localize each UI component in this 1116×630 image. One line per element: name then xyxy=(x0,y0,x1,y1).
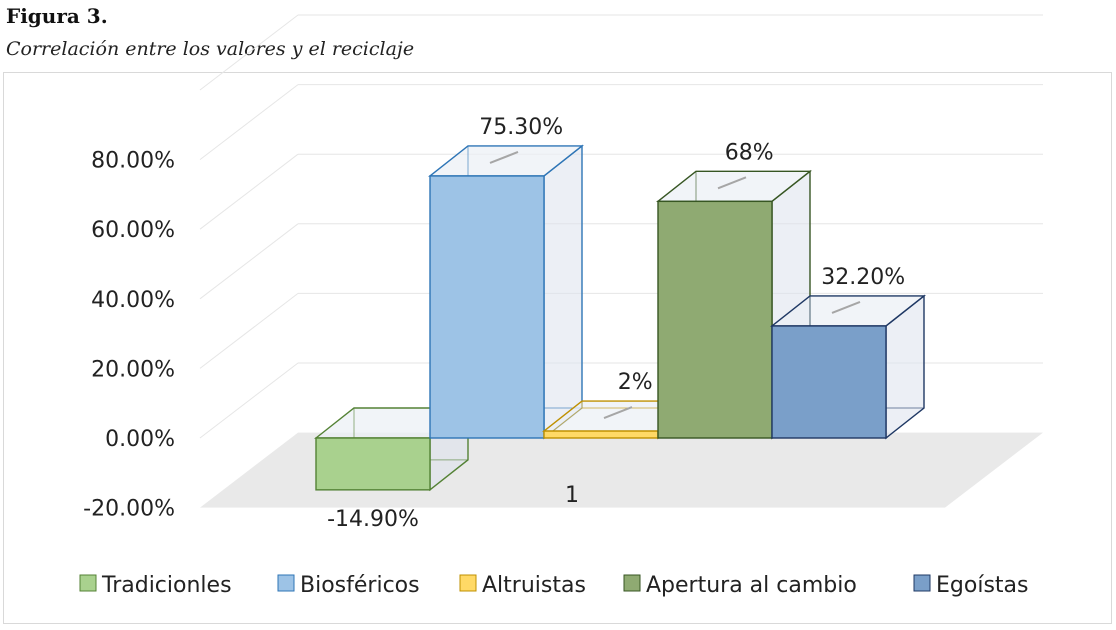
bar-front-face xyxy=(429,175,545,439)
y-tick-label: 20.00% xyxy=(91,357,175,382)
leader-line xyxy=(831,301,861,314)
legend-item: Egoístas xyxy=(913,573,1028,598)
bar-5 xyxy=(769,294,927,440)
legend-swatch xyxy=(277,574,295,592)
y-tick-label: 0.00% xyxy=(105,427,175,452)
y-tick-label: -20.00% xyxy=(83,497,175,522)
gridline-diagonal xyxy=(199,84,299,160)
bar-front-face xyxy=(543,430,659,439)
data-labels: -14.90% 75.30% 2% 68% 32.20% 1 xyxy=(327,115,905,532)
legend-swatch xyxy=(79,574,97,592)
legend-swatch xyxy=(459,574,477,592)
data-label: 75.30% xyxy=(479,115,563,140)
legend-label: Apertura al cambio xyxy=(646,573,857,598)
category-label: 1 xyxy=(565,483,579,508)
leader-line xyxy=(489,151,519,164)
legend-item: Altruistas xyxy=(459,573,586,598)
data-label: 32.20% xyxy=(821,265,905,290)
legend-item: Apertura al cambio xyxy=(623,573,857,598)
legend-item: Tradicionles xyxy=(79,573,232,598)
bars xyxy=(313,144,927,492)
gridline-diagonal xyxy=(199,153,299,230)
legend-label: Tradicionles xyxy=(101,573,232,598)
bar-front-face xyxy=(315,437,431,491)
y-tick-label: 40.00% xyxy=(91,288,175,313)
figure-label: Figura 3. xyxy=(6,4,108,28)
legend: Tradicionles Biosféricos Altruistas Apertur… xyxy=(79,573,1028,598)
data-label: 2% xyxy=(618,370,653,395)
gridline-diagonal xyxy=(199,223,299,300)
gridline-diagonal xyxy=(199,293,299,369)
y-axis: 80.00% 60.00% 40.00% 20.00% 0.00% -20.00% xyxy=(83,149,175,522)
gridline-diagonal xyxy=(199,362,299,439)
legend-swatch xyxy=(913,574,931,592)
y-tick-label: 80.00% xyxy=(91,149,175,174)
figure-caption: Correlación entre los valores y el recic… xyxy=(6,38,415,60)
bar-2 xyxy=(427,144,585,440)
bar-side-face xyxy=(543,144,583,440)
gridline-diagonal xyxy=(199,14,299,91)
legend-label: Biosféricos xyxy=(300,573,420,598)
data-label: -14.90% xyxy=(327,507,419,532)
bar-front-face xyxy=(771,325,887,439)
leader-line xyxy=(717,176,747,190)
bar-front-face xyxy=(657,200,773,439)
legend-item: Biosféricos xyxy=(277,573,420,598)
y-tick-label: 60.00% xyxy=(91,218,175,243)
legend-label: Altruistas xyxy=(482,573,586,598)
bar-4 xyxy=(655,169,813,440)
legend-swatch xyxy=(623,574,641,592)
data-label: 68% xyxy=(725,140,774,165)
leader-line xyxy=(603,406,633,419)
legend-label: Egoístas xyxy=(936,573,1028,598)
